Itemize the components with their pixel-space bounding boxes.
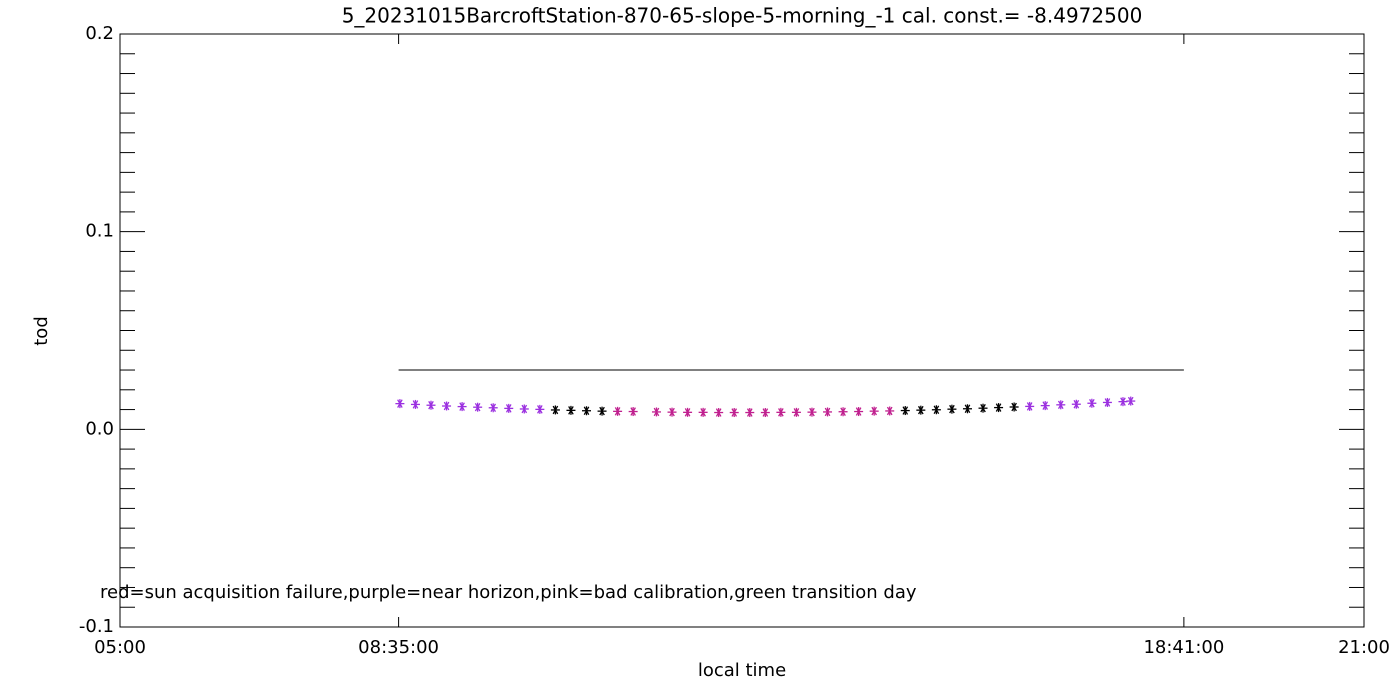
data-point	[885, 406, 895, 416]
data-point	[947, 404, 957, 414]
x-axis-label: local time	[698, 660, 786, 681]
data-point	[550, 405, 560, 415]
data-point	[613, 406, 623, 416]
data-point	[869, 406, 879, 416]
chart-title: 5_20231015BarcroftStation-870-65-slope-5…	[342, 4, 1143, 28]
x-tick-label: 05:00	[94, 637, 146, 658]
data-point	[807, 407, 817, 417]
y-tick-label: 0.1	[85, 221, 114, 242]
data-point	[1071, 399, 1081, 409]
data-point	[519, 404, 529, 414]
data-point	[931, 405, 941, 415]
data-point	[597, 406, 607, 416]
data-point	[745, 408, 755, 418]
data-point	[1087, 398, 1097, 408]
data-point	[582, 406, 591, 416]
data-point	[410, 399, 420, 409]
y-tick-label: -0.1	[79, 616, 114, 637]
data-point	[504, 403, 514, 413]
x-tick-label: 08:35:00	[358, 637, 439, 658]
y-tick-label: 0.2	[85, 23, 114, 44]
data-point	[651, 407, 661, 417]
y-tick-label: 0.0	[85, 418, 114, 439]
data-point	[978, 403, 988, 413]
data-point	[760, 408, 770, 418]
data-point	[1040, 401, 1050, 411]
data-point	[667, 407, 677, 417]
data-point	[854, 407, 864, 417]
data-point	[628, 407, 638, 417]
data-point	[473, 402, 483, 412]
data-point	[1118, 397, 1128, 407]
x-tick-label: 18:41:00	[1143, 637, 1224, 658]
data-point	[488, 403, 498, 413]
data-point	[426, 400, 436, 410]
data-point	[823, 407, 833, 417]
data-point	[566, 405, 576, 415]
data-point	[1025, 401, 1035, 411]
data-point	[457, 402, 467, 412]
data-point	[900, 406, 910, 416]
data-point	[729, 408, 739, 418]
data-point	[535, 404, 545, 414]
data-point	[776, 407, 786, 417]
data-point	[698, 407, 708, 417]
data-point	[838, 407, 848, 417]
data-point	[1126, 396, 1136, 406]
y-axis-label: tod	[31, 316, 52, 346]
annotation: red=sun acquisition failure,purple=near …	[100, 582, 917, 603]
data-point	[1009, 402, 1019, 412]
x-tick-label: 21:00	[1338, 637, 1390, 658]
data-point	[916, 405, 926, 415]
data-point	[1056, 400, 1066, 410]
data-point	[714, 408, 724, 418]
data-point	[791, 407, 801, 417]
data-point	[994, 403, 1004, 413]
data-point	[442, 401, 452, 411]
data-point	[683, 407, 693, 417]
data-point	[1102, 397, 1112, 407]
data-point	[962, 404, 972, 414]
data-point	[395, 399, 405, 409]
